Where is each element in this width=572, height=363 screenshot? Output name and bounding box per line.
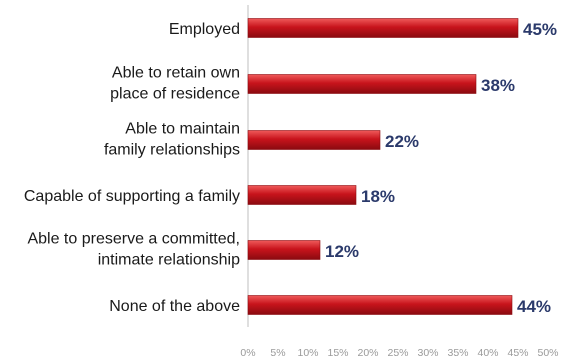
value-labels: 45% 38% 22% 18% 12% 44%: [325, 20, 557, 316]
category-label-line: place of residence: [110, 86, 240, 103]
category-label-line: Employed: [169, 21, 240, 38]
x-tick-label: 20%: [357, 347, 378, 359]
category-label: Able to maintain family relationships: [104, 121, 240, 159]
category-label-line: Able to retain own: [112, 65, 240, 82]
bar: [247, 240, 321, 260]
category-label: Employed: [169, 21, 240, 38]
x-tick-label: 10%: [297, 347, 318, 359]
category-label: None of the above: [109, 298, 240, 315]
value-label: 38%: [481, 76, 515, 95]
category-label-line: family relationships: [104, 142, 240, 159]
x-tick-label: 15%: [327, 347, 348, 359]
category-label-line: Capable of supporting a family: [24, 188, 240, 205]
value-label: 18%: [361, 187, 395, 206]
category-label: Capable of supporting a family: [24, 188, 240, 205]
x-tick-label: 30%: [417, 347, 438, 359]
bar: [247, 74, 477, 94]
bar: [247, 130, 381, 150]
value-label: 44%: [517, 297, 551, 316]
value-label: 22%: [385, 132, 419, 151]
value-label: 12%: [325, 242, 359, 261]
x-tick-label: 45%: [507, 347, 528, 359]
x-tick-label: 5%: [270, 347, 285, 359]
category-labels: Employed Able to retain own place of resid…: [24, 21, 240, 315]
x-tick-label: 40%: [477, 347, 498, 359]
x-tick-label: 35%: [447, 347, 468, 359]
x-tick-label: 0%: [240, 347, 255, 359]
category-label-line: Able to maintain: [125, 121, 240, 138]
bar: [247, 18, 519, 38]
category-label-line: Able to preserve a committed,: [27, 231, 240, 248]
bars: [247, 18, 519, 315]
category-label-line: None of the above: [109, 298, 240, 315]
category-label: Able to preserve a committed, intimate re…: [27, 231, 240, 269]
x-tick-labels: 0% 5% 10% 15% 20% 25% 30% 35% 40% 45% 50%: [240, 347, 558, 359]
x-tick-label: 50%: [537, 347, 558, 359]
x-tick-label: 25%: [387, 347, 408, 359]
bar: [247, 295, 513, 315]
bar: [247, 185, 357, 205]
value-label: 45%: [523, 20, 557, 39]
category-label: Able to retain own place of residence: [110, 65, 240, 103]
category-label-line: intimate relationship: [98, 252, 240, 269]
